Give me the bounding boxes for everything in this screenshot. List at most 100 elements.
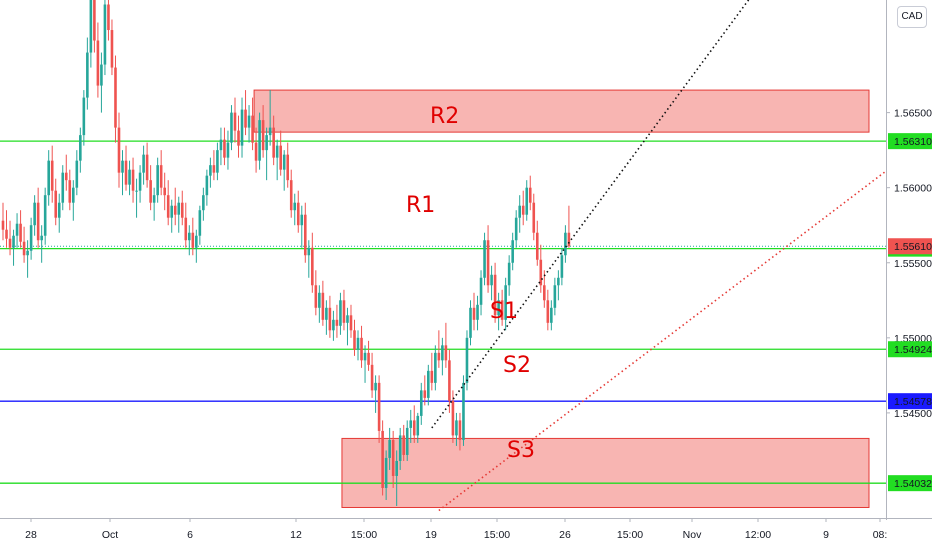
candle-body [156,165,159,196]
candle-body [233,112,237,131]
candle-body [282,154,286,170]
candle-body [251,115,254,143]
candle-body [50,160,54,191]
candle-body [332,319,335,331]
candle-body [254,142,258,161]
candle-body [173,205,177,215]
candles [1,0,571,506]
candle-body [567,232,571,247]
level-badge-label: 1.56310 [894,136,932,148]
candle-body [75,160,79,188]
time-tick-label: 19 [425,529,437,541]
candle-body [86,52,89,98]
level-badge [888,393,932,410]
candle-body [265,135,268,151]
candle-body [82,97,86,136]
candle-body [550,307,553,323]
candle-body [476,304,479,320]
candle-body [402,435,406,455]
candle-body [528,187,532,203]
candle-body [293,202,297,211]
candle-body [349,315,353,331]
candle-body [142,154,145,173]
candle-body [212,165,216,173]
candle-body [226,142,230,158]
candle-body [374,382,377,391]
candle-body [367,352,370,365]
candle-body [289,180,293,211]
candle-body [237,130,240,146]
candle-body [47,160,50,196]
time-tick-label: 12 [290,529,302,541]
candle-body [43,195,47,236]
last-price-badge [888,238,932,255]
candle-body [272,127,275,158]
candle-body [497,300,500,316]
candle-body [518,205,522,218]
candle-body [159,165,163,188]
candle-body [89,0,93,53]
candle-body [388,439,391,458]
candle-body [219,139,223,151]
candle-body [205,175,209,196]
candle-body [430,370,434,383]
candle-body [300,214,304,226]
candle-body [342,300,346,323]
candle-body [434,352,437,383]
candle-body [356,337,360,350]
price-tick-label: 1.56000 [894,183,932,195]
candle-body [381,430,384,488]
candle-body [353,330,356,350]
candle-body [539,259,543,286]
level-badge-label: 1.54032 [894,478,932,490]
candle-body [472,307,476,320]
candle-body [114,67,117,128]
time-tick-label: 28 [25,529,37,541]
zone-r2 [253,89,870,133]
candle-body [121,160,124,173]
candle-body [560,255,564,278]
candle-body [412,420,416,436]
level-badge-label: 1.54578 [894,396,932,408]
time-tick-label: 6 [187,529,193,541]
candle-body [303,214,307,256]
annotation-r1: R1 [406,193,435,218]
candle-body [36,202,40,241]
candle-body [5,229,8,239]
candle-body [423,390,427,398]
candle-body [68,180,72,203]
candle-body [535,232,539,260]
candle-body [107,4,110,31]
candle-body [483,240,486,278]
candle-body [170,205,174,218]
candle-body [395,460,398,476]
candle-body [1,220,5,230]
candle-body [209,165,212,176]
candle-body [486,240,490,286]
candle-body [307,247,311,256]
candle-body [370,364,374,391]
candle-body [110,30,114,68]
candle-body [493,274,497,316]
candle-body [138,172,142,191]
candle-body [405,427,409,455]
candle-body [195,235,198,248]
candle-body [103,4,107,65]
candle-body [19,223,22,242]
candle-body [33,202,36,226]
zone-s3 [341,437,870,508]
candle-body [363,352,367,361]
currency-badge[interactable]: CAD [897,6,927,28]
price-tick-label: 1.54500 [894,408,932,420]
candle-body [135,190,138,192]
candle-body [61,172,65,203]
candle-body [377,382,381,431]
annotations: R2 R1 S1 S2 S3 [406,104,535,463]
candle-body [187,232,191,241]
candle-body [145,154,149,181]
candle-body [163,187,166,196]
price-tick-label: 1.56500 [894,108,932,120]
candle-body [532,202,536,233]
